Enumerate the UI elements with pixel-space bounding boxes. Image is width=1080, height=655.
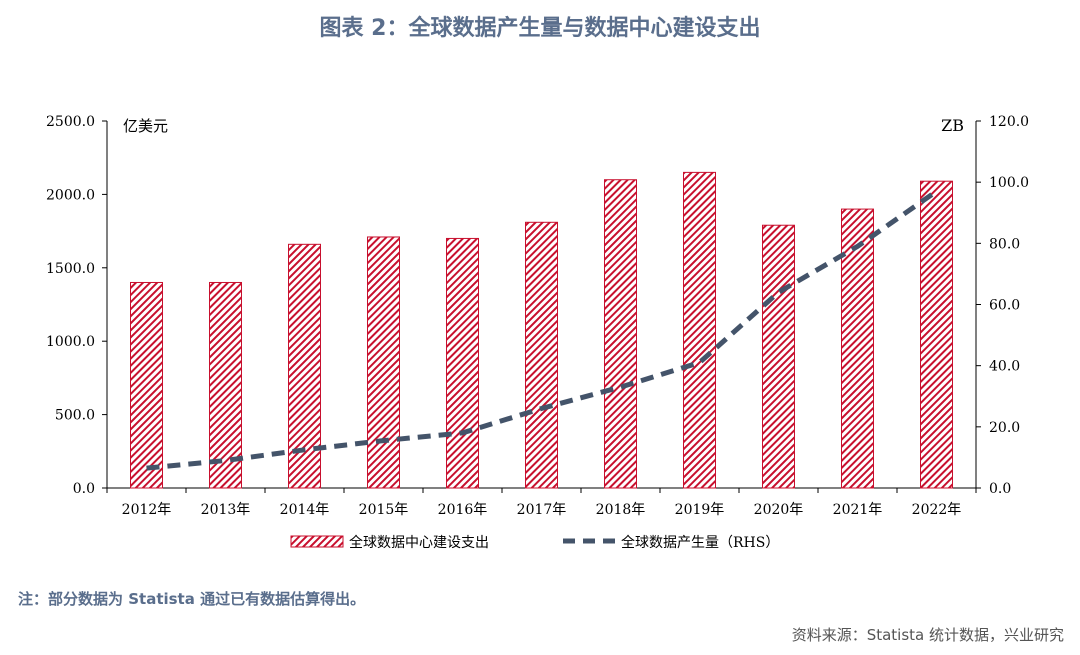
y-axis-label: 亿美元 bbox=[123, 117, 168, 135]
x-tick-label: 2012年 bbox=[122, 502, 172, 518]
y-tick-label: 500.0 bbox=[55, 408, 95, 424]
legend-line-label: 全球数据产生量（RHS） bbox=[621, 534, 779, 551]
bar bbox=[762, 224, 795, 489]
x-tick-label: 2019年 bbox=[675, 502, 725, 518]
bar bbox=[209, 281, 242, 489]
bar bbox=[604, 179, 637, 489]
chart-title: 图表 2：全球数据产生量与数据中心建设支出 bbox=[319, 16, 761, 41]
source-note: 资料来源：Statista 统计数据，兴业研究 bbox=[791, 626, 1064, 644]
bar bbox=[683, 171, 716, 489]
bar bbox=[130, 281, 163, 489]
bar bbox=[920, 180, 953, 489]
line-series bbox=[146, 189, 938, 471]
y2-tick-label: 120.0 bbox=[989, 114, 1029, 130]
y-tick-label: 1500.0 bbox=[46, 261, 95, 277]
footnote: 注：部分数据为 Statista 通过已有数据估算得出。 bbox=[18, 590, 366, 608]
x-tick-label: 2016年 bbox=[438, 502, 488, 518]
y-tick-label: 2000.0 bbox=[46, 187, 95, 203]
y-tick-label: 0.0 bbox=[73, 481, 95, 497]
y-tick-label: 1000.0 bbox=[46, 334, 95, 350]
x-tick-label: 2014年 bbox=[280, 502, 330, 518]
x-tick-label: 2015年 bbox=[359, 502, 409, 518]
y2-tick-label: 20.0 bbox=[989, 420, 1020, 436]
y2-tick-label: 0.0 bbox=[989, 481, 1011, 497]
legend-bar-label: 全球数据中心建设支出 bbox=[349, 534, 489, 551]
bar bbox=[525, 221, 558, 489]
x-tick-label: 2021年 bbox=[833, 502, 883, 518]
bar bbox=[367, 236, 400, 489]
y2-tick-label: 80.0 bbox=[989, 236, 1020, 252]
y2-tick-label: 60.0 bbox=[989, 298, 1020, 314]
x-tick-label: 2018年 bbox=[596, 502, 646, 518]
y2-tick-label: 100.0 bbox=[989, 175, 1029, 191]
bar bbox=[841, 208, 874, 489]
x-tick-label: 2022年 bbox=[912, 502, 962, 518]
bar bbox=[446, 237, 479, 489]
y2-axis-label: ZB bbox=[941, 116, 964, 135]
x-tick-label: 2020年 bbox=[754, 502, 804, 518]
y-tick-label: 2500.0 bbox=[46, 114, 95, 130]
y2-tick-label: 40.0 bbox=[989, 359, 1020, 375]
legend-bar-swatch bbox=[290, 535, 344, 548]
x-tick-label: 2017年 bbox=[517, 502, 567, 518]
x-tick-label: 2013年 bbox=[201, 502, 251, 518]
